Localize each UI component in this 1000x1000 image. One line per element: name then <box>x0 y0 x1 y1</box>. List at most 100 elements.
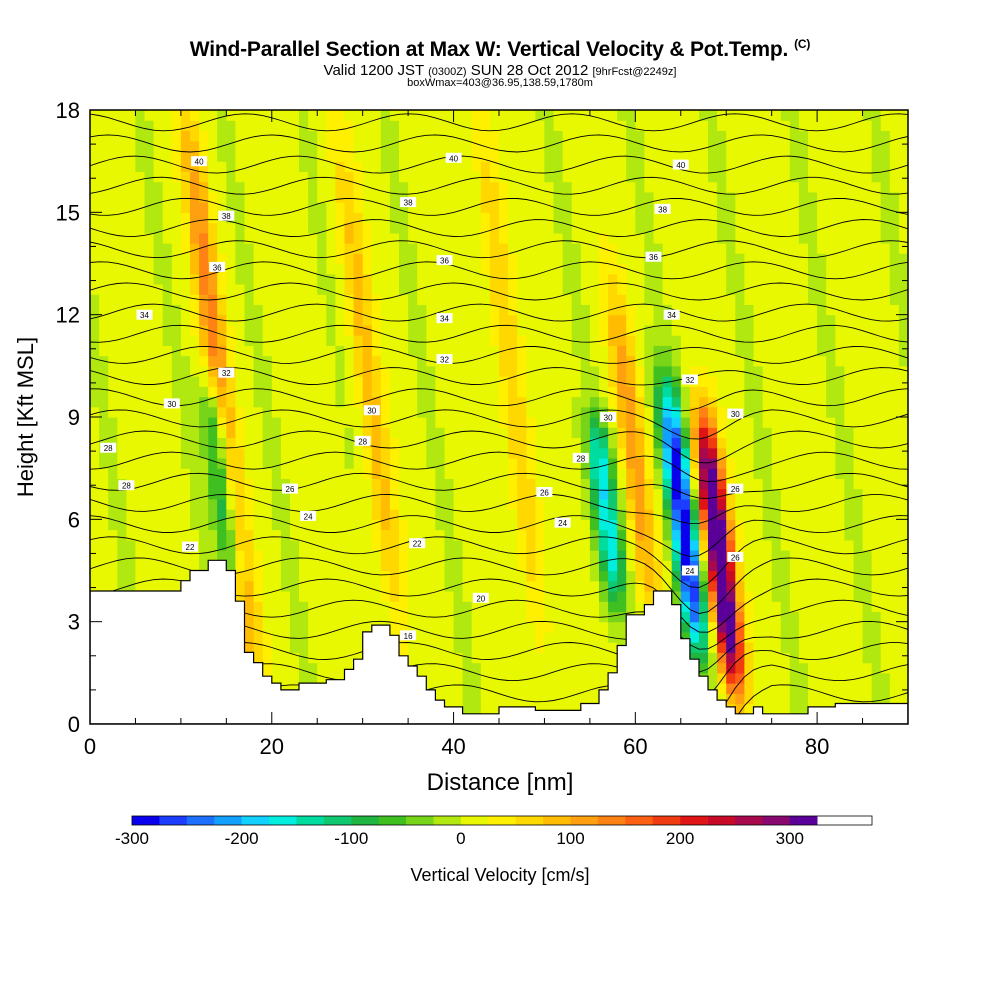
velocity-cell <box>889 417 900 428</box>
box-info: boxWmax=403@36.95,138.59,1780m <box>407 77 593 89</box>
velocity-cell <box>108 550 118 561</box>
velocity-cell <box>853 601 864 613</box>
velocity-cell <box>889 365 900 377</box>
velocity-cell <box>326 437 336 449</box>
velocity-cell <box>389 191 400 203</box>
velocity-cell <box>244 150 255 162</box>
velocity-cell <box>290 683 300 694</box>
velocity-cell <box>317 273 327 285</box>
velocity-cell <box>162 345 173 357</box>
velocity-cell <box>762 314 773 326</box>
velocity-cell <box>489 601 500 613</box>
velocity-cell <box>435 519 446 531</box>
velocity-cell <box>162 427 173 439</box>
velocity-cell <box>262 181 273 193</box>
velocity-cell <box>199 171 209 183</box>
velocity-cell <box>444 273 455 285</box>
velocity-cell <box>662 181 673 193</box>
velocity-cell <box>608 324 618 336</box>
velocity-cell <box>190 335 200 346</box>
velocity-cell <box>735 202 745 213</box>
velocity-cell <box>617 417 627 428</box>
velocity-cell <box>562 294 573 306</box>
velocity-cell <box>617 284 627 295</box>
velocity-cell <box>399 468 409 480</box>
velocity-cell <box>580 324 591 336</box>
velocity-cell <box>626 560 636 572</box>
velocity-cell <box>817 294 827 306</box>
velocity-cell <box>617 478 627 490</box>
velocity-cell <box>599 570 609 582</box>
velocity-cell <box>126 550 137 561</box>
velocity-cell <box>262 468 273 480</box>
velocity-cell <box>862 161 873 173</box>
velocity-cell <box>526 417 536 428</box>
velocity-cell <box>789 457 800 469</box>
velocity-cell <box>217 202 227 213</box>
velocity-cell <box>190 396 200 408</box>
velocity-cell <box>580 631 591 643</box>
velocity-cell <box>853 591 864 602</box>
velocity-cell <box>735 693 745 705</box>
velocity-cell <box>671 345 682 357</box>
velocity-cell <box>508 314 518 326</box>
velocity-cell <box>489 550 500 561</box>
velocity-cell <box>417 631 427 643</box>
velocity-cell <box>117 335 127 346</box>
velocity-cell <box>480 611 491 623</box>
velocity-cell <box>244 478 255 490</box>
velocity-cell <box>362 478 373 490</box>
velocity-cell <box>244 611 255 623</box>
velocity-cell <box>544 202 555 213</box>
velocity-cell <box>99 376 109 387</box>
velocity-cell <box>508 447 518 459</box>
velocity-cell <box>99 345 109 357</box>
velocity-cell <box>180 171 191 183</box>
velocity-cell <box>798 304 809 316</box>
velocity-cell <box>326 580 336 592</box>
velocity-cell <box>835 304 845 316</box>
velocity-cell <box>708 335 718 346</box>
velocity-cell <box>644 222 655 234</box>
velocity-cell <box>180 529 191 541</box>
velocity-cell <box>853 550 864 561</box>
velocity-cell <box>162 181 173 193</box>
velocity-cell <box>262 447 273 459</box>
velocity-cell <box>453 202 464 213</box>
velocity-cell <box>599 171 609 183</box>
velocity-cell <box>380 304 391 316</box>
velocity-cell <box>408 417 418 428</box>
velocity-cell <box>290 243 300 254</box>
velocity-cell <box>317 191 327 203</box>
velocity-cell <box>662 243 673 254</box>
velocity-cell <box>862 263 873 275</box>
velocity-cell <box>808 652 818 664</box>
velocity-cell <box>771 191 782 203</box>
velocity-cell <box>217 447 227 459</box>
velocity-cell <box>635 273 645 285</box>
velocity-cell <box>526 457 536 469</box>
velocity-cell <box>226 396 236 408</box>
velocity-cell <box>444 550 455 561</box>
velocity-cell <box>826 509 836 520</box>
velocity-cell <box>526 212 536 224</box>
velocity-cell <box>889 519 900 531</box>
velocity-cell <box>235 150 246 162</box>
velocity-cell <box>180 324 191 336</box>
velocity-cell <box>462 519 473 531</box>
velocity-cell <box>380 457 391 469</box>
velocity-cell <box>608 365 618 377</box>
velocity-cell <box>290 232 300 244</box>
velocity-cell <box>489 406 500 418</box>
velocity-cell <box>253 457 264 469</box>
velocity-cell <box>789 642 800 653</box>
velocity-cell <box>453 396 464 408</box>
velocity-cell <box>517 662 527 674</box>
velocity-cell <box>471 560 482 572</box>
velocity-cell <box>689 314 700 326</box>
velocity-cell <box>271 580 282 592</box>
velocity-cell <box>744 631 755 643</box>
velocity-cell <box>817 365 827 377</box>
velocity-cell <box>808 693 818 705</box>
velocity-cell <box>290 396 300 408</box>
